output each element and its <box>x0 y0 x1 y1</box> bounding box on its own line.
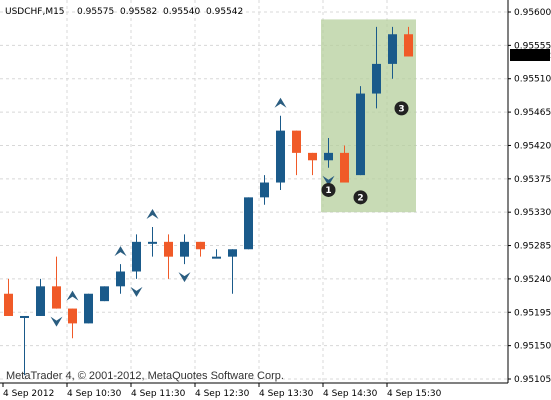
marker-circle <box>353 190 368 205</box>
candle-body <box>164 241 173 257</box>
annotation-marker: 1 <box>321 182 336 197</box>
candle[interactable] <box>148 227 157 257</box>
candle[interactable] <box>212 249 221 259</box>
candle[interactable] <box>372 26 381 109</box>
candle-body <box>132 241 141 272</box>
candle[interactable] <box>404 26 413 57</box>
candle[interactable] <box>308 152 317 176</box>
x-tick-label: 4 Sep 11:30 <box>131 389 186 399</box>
candle-body <box>212 256 221 259</box>
current-price-label: 0.95542 <box>514 51 551 61</box>
marker-label: 1 <box>325 186 331 196</box>
y-tick-label: 0.95510 <box>514 75 551 85</box>
candle[interactable] <box>340 145 349 183</box>
fractal-up-arrow-icon <box>274 97 287 108</box>
fractal-down-arrow-icon <box>130 286 143 297</box>
candle[interactable] <box>228 249 237 294</box>
candle-body <box>324 152 333 161</box>
y-tick-label: 0.95375 <box>514 175 551 185</box>
x-tick-label: 4 Sep 10:30 <box>67 389 122 399</box>
x-tick-label: 4 Sep 2012 <box>3 389 54 399</box>
candle[interactable] <box>52 256 61 309</box>
candle-body <box>308 152 317 161</box>
candle[interactable] <box>36 278 45 316</box>
y-tick-label: 0.95465 <box>514 108 551 118</box>
candle[interactable] <box>196 241 205 257</box>
candle-body <box>68 308 77 324</box>
candle-body <box>356 93 365 176</box>
candle-body <box>4 293 13 316</box>
candle-body <box>116 271 125 287</box>
candle-body <box>228 249 237 257</box>
y-tick-label: 0.95285 <box>514 242 551 252</box>
candle[interactable] <box>20 315 29 376</box>
header-high: 0.95582 <box>120 7 157 17</box>
annotation-marker: 2 <box>353 190 368 205</box>
candle-body <box>244 197 253 250</box>
candle[interactable] <box>84 293 93 324</box>
fractal-down-arrow-icon <box>50 316 63 327</box>
candle-body <box>340 152 349 183</box>
candle-body <box>260 182 269 198</box>
x-tick-label: 4 Sep 13:30 <box>259 389 314 399</box>
y-tick-label: 0.95240 <box>514 275 551 285</box>
candle[interactable] <box>68 308 77 339</box>
y-tick-label: 0.95195 <box>514 308 551 318</box>
y-tick-label: 0.95105 <box>514 375 551 385</box>
candle-body <box>276 130 285 183</box>
candle[interactable] <box>164 234 173 279</box>
candle[interactable] <box>324 138 333 168</box>
x-tick-label: 4 Sep 15:30 <box>387 389 442 399</box>
candle-body <box>180 241 189 257</box>
candle-body <box>292 130 301 153</box>
candle-body <box>148 241 157 244</box>
y-tick-label: 0.95330 <box>514 208 551 218</box>
candle[interactable] <box>132 234 141 279</box>
x-tick-label: 4 Sep 14:30 <box>323 389 378 399</box>
y-tick-label: 0.95150 <box>514 342 551 352</box>
x-tick-label: 4 Sep 12:30 <box>195 389 250 399</box>
annotation-marker: 3 <box>394 101 409 116</box>
candle-body <box>100 286 109 302</box>
candle[interactable] <box>260 175 269 205</box>
fractal-up-arrow-icon <box>114 246 127 257</box>
highlight-zone <box>321 19 416 213</box>
candle-body <box>196 241 205 250</box>
header-symbol: USDCHF,M15 <box>5 7 65 17</box>
fractal-up-arrow-icon <box>66 290 79 301</box>
candle-body <box>388 34 397 64</box>
candle[interactable] <box>276 115 285 190</box>
candle[interactable] <box>388 26 397 79</box>
candle-body <box>372 63 381 94</box>
candle-body <box>52 286 61 309</box>
current-price-badge <box>510 49 550 62</box>
candle-body <box>84 293 93 324</box>
marker-circle <box>394 101 409 116</box>
fractal-up-arrow-icon <box>146 209 159 220</box>
candle[interactable] <box>244 197 253 250</box>
candle[interactable] <box>180 234 189 265</box>
y-tick-label: 0.95600 <box>514 8 551 18</box>
y-tick-label: 0.95555 <box>514 41 551 51</box>
marker-label: 3 <box>398 104 404 114</box>
header-low: 0.95540 <box>163 7 200 17</box>
candle[interactable] <box>100 286 109 302</box>
fractal-down-arrow-icon <box>178 272 191 283</box>
candle[interactable] <box>4 278 13 316</box>
header-close: 0.95542 <box>206 7 243 17</box>
candle-body <box>404 34 413 57</box>
marker-label: 2 <box>357 193 363 203</box>
candle-body <box>20 315 29 318</box>
header-open: 0.95575 <box>77 7 114 17</box>
candle[interactable] <box>116 264 125 294</box>
marker-circle <box>321 182 336 197</box>
candle-body <box>36 286 45 316</box>
fractal-down-arrow-icon <box>322 175 335 186</box>
copyright-watermark: MetaTrader 4, © 2001-2012, MetaQuotes So… <box>6 370 284 382</box>
y-tick-label: 0.95420 <box>514 141 551 151</box>
candle[interactable] <box>292 130 301 176</box>
candle[interactable] <box>356 86 365 176</box>
